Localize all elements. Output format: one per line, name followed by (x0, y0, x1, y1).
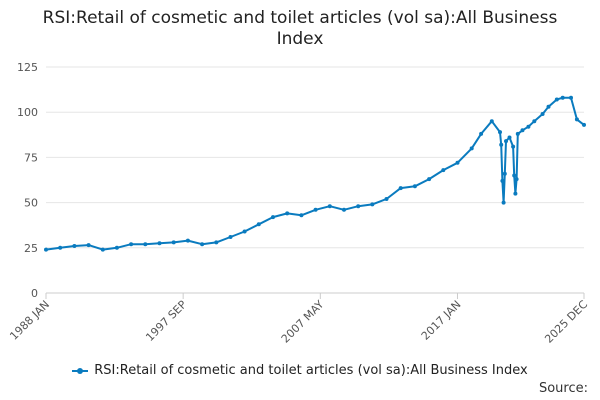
legend-label: RSI:Retail of cosmetic and toilet articl… (94, 363, 528, 378)
data-point (58, 245, 63, 250)
data-point (285, 211, 290, 216)
data-point (114, 245, 119, 250)
legend[interactable]: RSI:Retail of cosmetic and toilet articl… (0, 363, 600, 380)
data-point (271, 215, 275, 220)
data-point (44, 247, 48, 252)
source-label: Source: (538, 381, 588, 396)
data-point (398, 186, 403, 191)
x-tick-label: 1997 SEP (143, 298, 189, 344)
x-tick-label: 2025 DEC (542, 298, 590, 346)
data-point (574, 117, 579, 122)
data-point (502, 171, 507, 176)
chart-title: RSI:Retail of cosmetic and toilet articl… (42, 8, 558, 49)
x-tick-label: 2007 MAY (279, 298, 327, 346)
data-point (129, 242, 134, 247)
data-point (469, 146, 474, 151)
y-tick-label: 125 (17, 61, 38, 74)
data-point (526, 124, 531, 129)
data-point (242, 229, 247, 234)
y-tick-label: 75 (24, 151, 38, 164)
data-point (313, 207, 318, 212)
data-point (479, 131, 484, 136)
y-tick-label: 100 (17, 106, 38, 119)
data-point (185, 238, 190, 243)
data-point (327, 204, 332, 209)
x-tick-label: 2017 JAN (419, 298, 464, 343)
series-layer (44, 95, 586, 252)
data-point (511, 144, 516, 149)
y-tick-label: 50 (24, 197, 38, 210)
data-point (532, 119, 537, 124)
data-point (560, 95, 565, 100)
data-point (427, 177, 432, 182)
data-point (489, 119, 494, 124)
y-tick-label: 25 (24, 242, 38, 255)
data-point (256, 222, 261, 227)
data-point (513, 191, 518, 196)
data-point (384, 197, 389, 201)
data-point (100, 247, 105, 252)
data-point (441, 168, 446, 173)
data-point (455, 160, 460, 165)
x-tick-label: 1988 JAN (7, 298, 52, 343)
x-axis-ticks: 1988 JAN 1997 SEP 2007 MAY 2017 JAN 2025 DEC (7, 293, 590, 346)
data-point (214, 240, 219, 245)
data-point (370, 202, 375, 207)
data-point (515, 131, 520, 136)
data-point (412, 184, 417, 189)
data-point (504, 139, 508, 144)
data-point (299, 213, 304, 218)
data-point (582, 122, 586, 127)
line-chart: 0 25 50 75 100 125 1988 JAN 1997 SEP 2007 MAY 20… (7, 61, 590, 346)
y-axis-ticks: 0 25 50 75 100 125 (17, 61, 38, 300)
legend-swatch (72, 366, 89, 376)
data-point (72, 244, 77, 248)
data-point (342, 207, 346, 212)
grid-lines (46, 66, 584, 249)
data-point (498, 130, 502, 135)
data-point (157, 241, 162, 246)
data-point (514, 177, 519, 182)
data-point (171, 240, 176, 245)
data-point (554, 97, 559, 102)
data-point (499, 142, 504, 147)
y-tick-label: 0 (31, 287, 38, 300)
data-point (228, 235, 233, 239)
data-point (501, 200, 506, 205)
data-point (507, 135, 512, 140)
data-point (540, 112, 545, 116)
data-point (520, 128, 525, 133)
data-point (200, 242, 205, 247)
data-point (356, 204, 361, 209)
data-point (546, 104, 551, 109)
data-point (143, 242, 148, 247)
data-point (569, 95, 573, 100)
data-point (86, 243, 91, 248)
data-point (512, 173, 517, 178)
data-point (500, 178, 505, 183)
